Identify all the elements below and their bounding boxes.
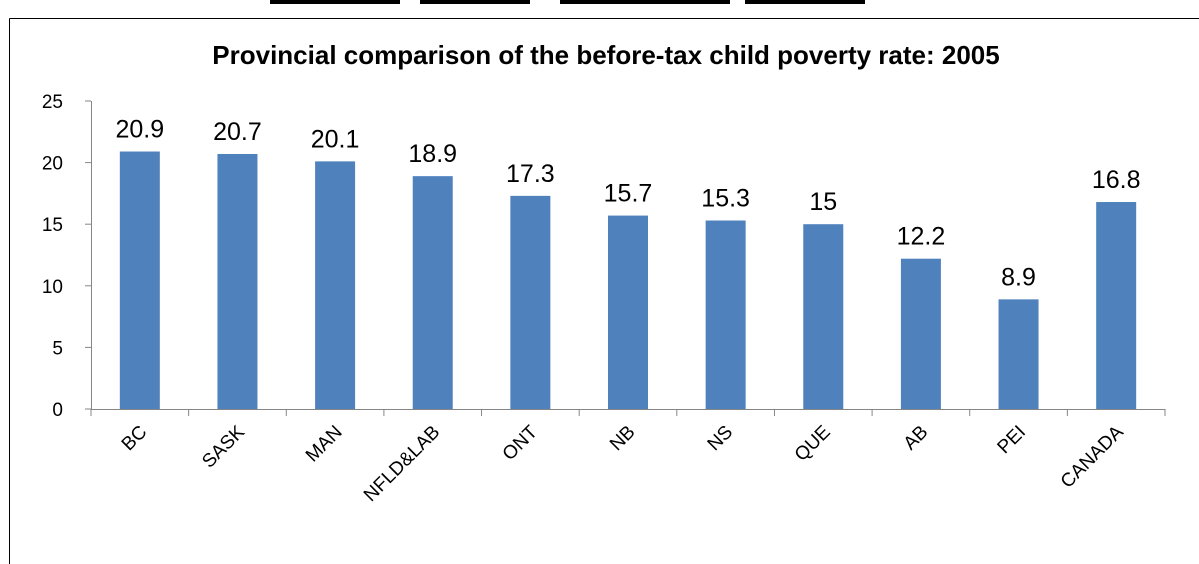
data-label: 15.7 <box>604 180 653 208</box>
cropped-header-text <box>270 0 865 4</box>
x-tick-label: NS <box>704 422 738 456</box>
y-axis: 0 5 10 15 20 25 <box>42 92 92 421</box>
bar <box>412 176 453 409</box>
x-tick-label: ONT <box>499 421 542 464</box>
data-label: 20.9 <box>115 116 164 144</box>
bar <box>900 258 941 409</box>
bars-group <box>119 151 1137 409</box>
y-tick-label: 0 <box>52 400 63 421</box>
bar <box>217 153 258 409</box>
x-tick-label: BC <box>118 422 152 456</box>
y-tick-label: 10 <box>42 277 63 298</box>
bar <box>119 151 160 409</box>
x-tick-label: NFLD&LAB <box>360 422 444 506</box>
x-tick-label: PEI <box>994 422 1031 459</box>
bar <box>705 220 746 409</box>
y-tick-label: 15 <box>42 215 63 236</box>
x-tick-label: QUE <box>791 422 835 466</box>
bar <box>315 161 356 409</box>
x-tick-label: MAN <box>302 422 347 467</box>
bar <box>1096 202 1137 409</box>
data-label: 16.8 <box>1092 166 1141 194</box>
data-label: 20.1 <box>311 125 360 153</box>
data-label: 18.9 <box>408 140 457 168</box>
data-label: 20.7 <box>213 118 262 146</box>
x-tick-label: NB <box>606 422 640 456</box>
bar <box>998 299 1039 409</box>
data-label: 17.3 <box>506 160 555 188</box>
data-label: 12.2 <box>897 223 946 251</box>
y-tick-label: 20 <box>42 154 63 175</box>
y-tick-label: 25 <box>42 92 63 113</box>
y-tick-label: 5 <box>52 338 63 359</box>
bar <box>803 224 844 409</box>
data-label: 15.3 <box>701 185 750 213</box>
bar <box>608 215 648 409</box>
data-label: 15 <box>809 188 837 216</box>
x-tick-label: AB <box>900 422 933 455</box>
chart-title: Provincial comparison of the before-tax … <box>212 40 999 70</box>
data-labels-group: 20.9 20.7 20.1 18.9 17.3 15.7 15.3 15 12.2 8.9 16.… <box>115 116 1140 292</box>
data-label: 8.9 <box>1001 263 1036 291</box>
bar <box>510 195 551 409</box>
x-axis: BC SASK MAN NFLD&LAB ONT NB NS QUE AB PEI CANADA <box>90 409 1166 506</box>
x-tick-label: SASK <box>198 421 249 472</box>
x-tick-label: CANADA <box>1057 421 1128 492</box>
chart-border <box>9 18 1199 564</box>
